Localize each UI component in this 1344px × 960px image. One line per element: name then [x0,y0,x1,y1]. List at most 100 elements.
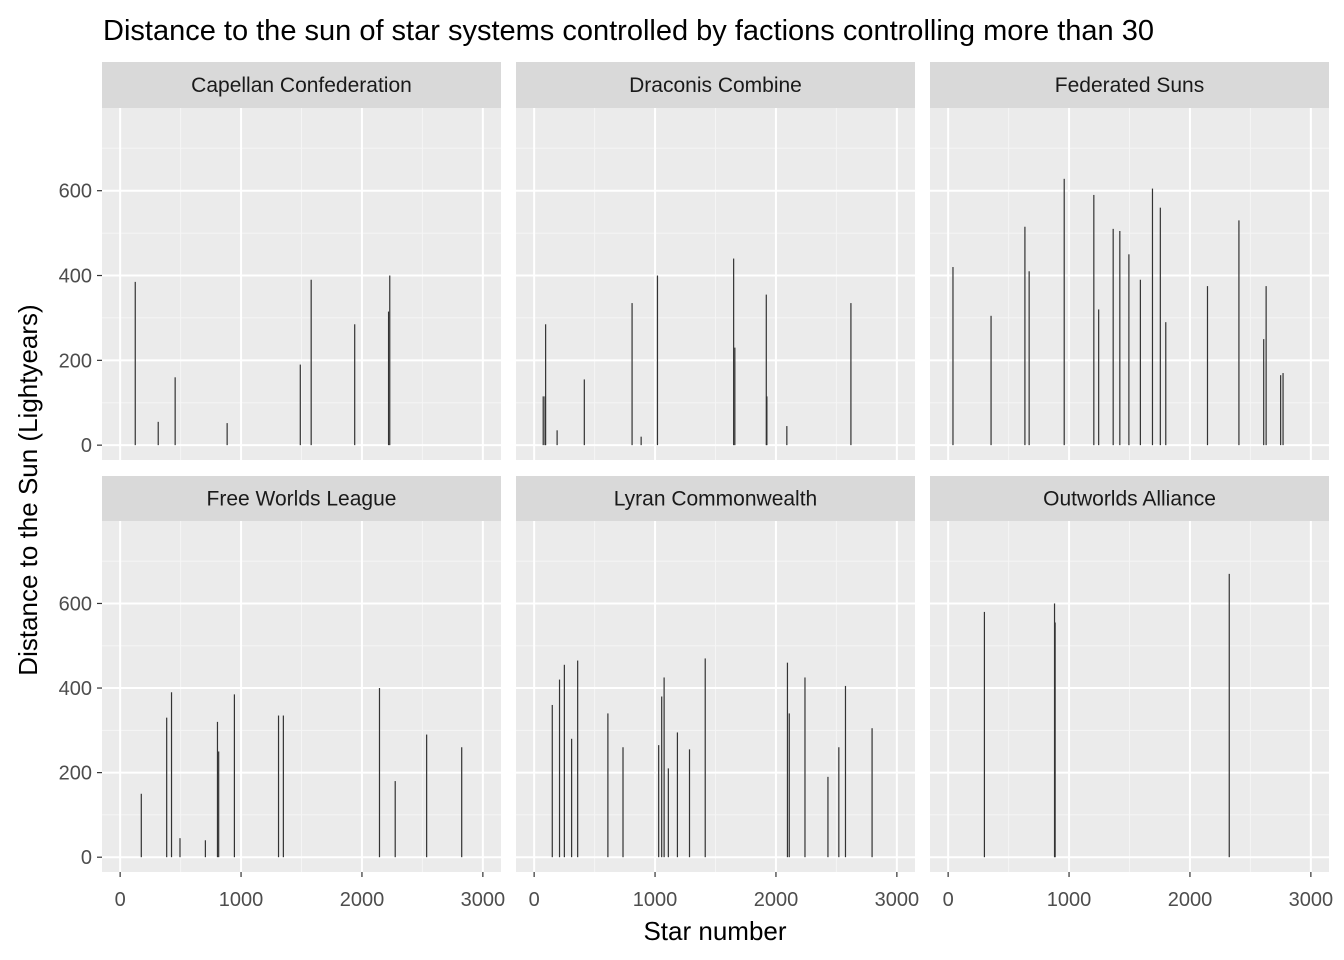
facet-panel: Capellan Confederation [102,62,501,460]
bar [545,324,547,446]
facet-strip [516,476,915,521]
bar [656,275,659,446]
chart-title: Distance to the sun of star systems cont… [103,15,1154,47]
bar [663,677,665,858]
y-axis-ticks: 0 200 400 600 0 200 400 600 [59,181,102,869]
bar [871,728,873,858]
bar [1128,254,1130,446]
bar [179,838,181,858]
bar [140,793,142,858]
bar [1238,220,1240,446]
bar [1028,271,1030,446]
bar [827,776,829,858]
bar [850,303,852,446]
bar [551,704,553,858]
bar [733,258,735,446]
bar [563,664,565,858]
bar [378,688,381,858]
x-tick-label: 1000 [1047,889,1092,911]
bar [704,658,706,858]
bar [1282,373,1284,446]
bar [310,279,312,446]
bar [838,747,840,858]
x-axis-title: Star number [643,916,786,946]
facet-strip-label: Draconis Combine [629,74,802,97]
bar [389,275,391,446]
bar [174,377,176,446]
bar [804,677,806,858]
bar [1206,286,1209,446]
bar [661,696,663,858]
y-axis-title: Distance to the Sun (Lightyears) [13,304,43,675]
x-tick-label: 3000 [461,889,506,911]
bar [1098,309,1100,446]
bar [1063,178,1065,446]
bar [676,732,679,858]
x-tick-label: 2000 [754,889,799,911]
bar [788,713,790,858]
facet-panel: Federated Suns [930,62,1329,460]
facet-panel: Free Worlds League [102,476,501,872]
bar [1265,286,1267,446]
x-tick-label: 0 [529,889,540,911]
bar [354,324,356,446]
facet-strip [930,62,1329,108]
bar [1024,226,1026,446]
bar [134,281,136,446]
bar [786,426,788,446]
bar [1093,194,1095,446]
bar [734,347,736,446]
bar [1159,207,1161,446]
bar [844,685,847,858]
x-tick-label: 0 [943,889,954,911]
facet-panel: Outworlds Alliance [930,476,1329,872]
y-tick-label: 200 [59,350,92,372]
bar [544,396,546,446]
facet-panels: Capellan Confederation Draconis Combine Fe… [102,62,1329,872]
bar [299,364,301,446]
x-tick-label: 2000 [340,889,385,911]
y-tick-label: 0 [81,847,92,869]
x-tick-label: 3000 [1289,889,1334,911]
x-tick-label: 0 [115,889,126,911]
bar [1280,375,1282,446]
bar [1165,322,1167,446]
y-tick-label: 0 [81,435,92,457]
x-tick-label: 1000 [219,889,264,911]
y-tick-label: 400 [59,678,92,700]
bar [667,768,669,858]
bar [1228,573,1230,858]
bar [766,396,768,446]
bar [1053,603,1056,858]
bar [216,721,219,858]
x-tick-label: 1000 [633,889,678,911]
bar [990,315,992,446]
bar [233,694,235,858]
bar [166,717,168,858]
x-tick-label: 2000 [1168,889,1213,911]
bar [765,294,767,446]
facet-strip-label: Outworlds Alliance [1043,488,1216,511]
x-axis-ticks: 0 1000 2000 3000 0 1000 2000 3000 0 1000 2000 3000 [115,872,1334,911]
facet-strip [102,476,501,521]
bar [277,715,280,858]
bar [622,747,624,858]
bar [394,781,396,858]
bar [658,745,660,858]
facet-strip-label: Free Worlds League [207,488,397,511]
facet-strip-label: Lyran Commonwealth [614,488,817,511]
bar [204,840,206,858]
bar [688,749,691,858]
facet-strip [930,476,1329,521]
facet-strip-label: Capellan Confederation [191,74,412,97]
facet-strip [516,62,915,108]
bar [556,430,558,446]
bar [631,303,633,446]
bar [426,734,428,858]
bar [1112,228,1114,446]
x-tick-label: 3000 [875,889,920,911]
bar [542,396,544,446]
bar [571,738,573,858]
bar [387,311,390,446]
